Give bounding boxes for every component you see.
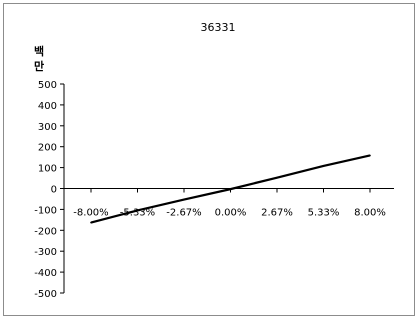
x-tick-label: 8.00%	[354, 208, 386, 219]
data-point	[183, 198, 185, 201]
x-tick-label: 0.00%	[215, 208, 247, 219]
chart-title: 36331	[201, 21, 236, 34]
x-tick-label: 2.67%	[261, 208, 293, 219]
y-tick-label: -200	[34, 226, 57, 237]
x-tick-label: 5.33%	[308, 208, 340, 219]
y-tick-label: 0	[51, 185, 57, 196]
y-tick-label: 200	[38, 143, 57, 154]
data-point	[276, 176, 278, 179]
y-tick-label: 300	[38, 122, 57, 133]
unit-label-1: 백	[34, 44, 44, 58]
y-tick-label: -300	[34, 247, 57, 258]
x-tick-label: -5.33%	[120, 208, 155, 219]
y-tick-label: 400	[38, 101, 57, 112]
x-tick-label: -8.00%	[73, 208, 108, 219]
chart-frame	[3, 3, 415, 316]
y-tick-label: -400	[34, 268, 57, 279]
y-ticks: 500 400 300 200 100 0 -100 -200 -300 -400 -500	[34, 80, 64, 300]
x-tick-label: -2.67%	[166, 208, 201, 219]
y-tick-label: 500	[38, 80, 57, 91]
y-tick-label: -100	[34, 205, 57, 216]
data-point	[136, 209, 139, 212]
data-point	[369, 154, 371, 157]
data-point	[229, 188, 232, 190]
y-tick-label: 100	[38, 164, 57, 175]
data-point	[322, 165, 325, 167]
x-axis: -8.00% -5.33% -2.67% 0.00% 2.67% 5.33% 8.00%	[64, 188, 394, 219]
data-point	[90, 221, 92, 224]
unit-label-2: 만	[34, 59, 44, 73]
y-tick-label: -500	[34, 289, 57, 300]
series	[90, 154, 371, 224]
